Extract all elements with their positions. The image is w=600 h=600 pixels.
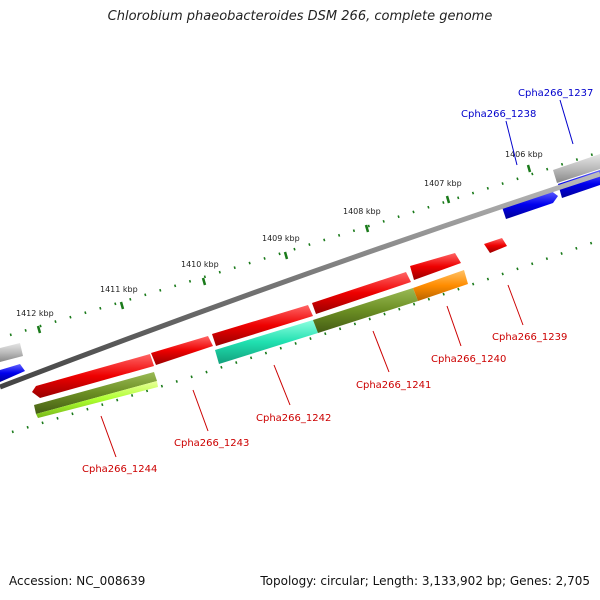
gene-cpha266-1238[interactable] bbox=[502, 190, 558, 219]
scale-label-1406: 1406 kbp bbox=[505, 150, 543, 159]
feature-olive-1241[interactable] bbox=[313, 288, 418, 333]
callout-lines bbox=[100, 99, 574, 458]
genome-backbone bbox=[0, 171, 600, 390]
scale-label-1410: 1410 kbp bbox=[181, 260, 219, 269]
feature-orange-1240[interactable] bbox=[413, 270, 468, 301]
forward-strand-track bbox=[32, 238, 507, 398]
gene-cpha266-1244[interactable] bbox=[32, 354, 154, 398]
gene-gray-left[interactable] bbox=[0, 343, 23, 362]
scale-label-1412: 1412 kbp bbox=[16, 309, 54, 318]
scale-label-1409: 1409 kbp bbox=[262, 234, 300, 243]
scale-label-1408: 1408 kbp bbox=[343, 207, 381, 216]
genome-summary-text: Topology: circular; Length: 3,133,902 bp… bbox=[260, 574, 590, 588]
gene-cpha266-1243[interactable] bbox=[151, 336, 213, 365]
gene-blue-left[interactable] bbox=[0, 364, 25, 382]
gene-label-1241: Cpha266_1241 bbox=[356, 380, 431, 391]
feature-teal-1242[interactable] bbox=[215, 320, 318, 364]
gene-cpha266-1240[interactable] bbox=[410, 253, 461, 280]
feature-track bbox=[34, 270, 468, 418]
reverse-strand-track bbox=[0, 154, 600, 382]
feature-olive-1244[interactable] bbox=[34, 372, 157, 414]
gene-label-1238: Cpha266_1238 bbox=[461, 109, 536, 120]
scale-label-1411: 1411 kbp bbox=[100, 285, 138, 294]
accession-text: Accession: NC_008639 bbox=[9, 574, 146, 588]
scale-label-1407: 1407 kbp bbox=[424, 179, 462, 188]
major-ticks bbox=[36, 164, 532, 334]
map-title: Chlorobium phaeobacteroides DSM 266, com… bbox=[107, 9, 493, 24]
gene-gray-right[interactable] bbox=[553, 154, 600, 183]
gene-cpha266-1241[interactable] bbox=[312, 272, 411, 314]
gene-label-1244: Cpha266_1244 bbox=[82, 464, 157, 475]
feature-lime-1244[interactable] bbox=[36, 381, 158, 418]
gene-label-1243: Cpha266_1243 bbox=[174, 438, 249, 449]
gene-label-1237: Cpha266_1237 bbox=[518, 88, 593, 99]
gene-cpha266-1242[interactable] bbox=[212, 305, 313, 346]
gene-label-1242: Cpha266_1242 bbox=[256, 413, 331, 424]
gene-label-1239: Cpha266_1239 bbox=[492, 332, 567, 343]
gene-cpha266-1239[interactable] bbox=[484, 238, 507, 253]
gene-label-1240: Cpha266_1240 bbox=[431, 354, 506, 365]
